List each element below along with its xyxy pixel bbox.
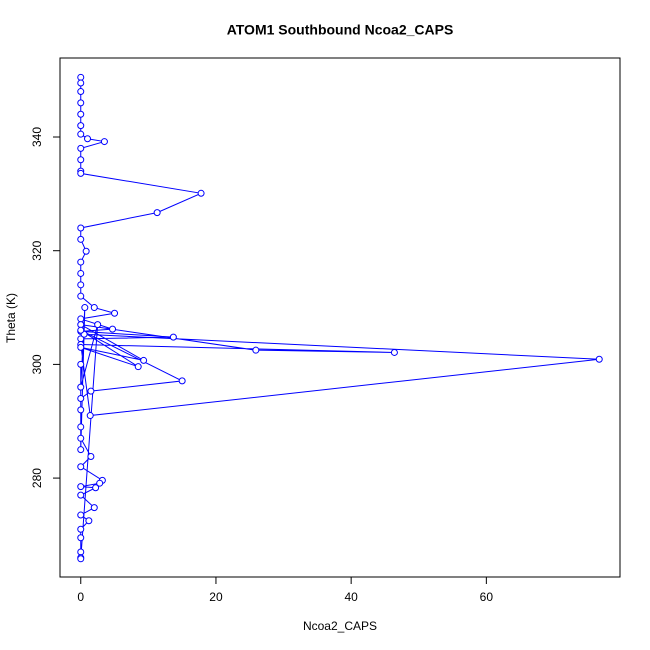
data-point — [77, 446, 85, 454]
data-point — [90, 504, 98, 512]
data-point — [94, 321, 102, 329]
data-point — [77, 406, 85, 414]
data-point — [77, 130, 85, 138]
data-point — [77, 525, 85, 533]
data-point — [178, 377, 186, 385]
y-tick-label: 280 — [30, 468, 44, 488]
data-point — [77, 321, 85, 329]
data-point — [77, 383, 85, 391]
data-point — [87, 452, 95, 460]
data-point — [77, 343, 85, 351]
x-axis-label: Ncoa2_CAPS — [303, 619, 377, 633]
x-tick-label: 60 — [480, 590, 494, 604]
y-tick-label: 320 — [30, 240, 44, 260]
y-axis-label: Theta (K) — [4, 293, 18, 343]
data-point — [77, 463, 85, 471]
data-point — [81, 304, 89, 312]
data-point — [169, 333, 177, 341]
data-point — [77, 258, 85, 266]
data-point — [77, 144, 85, 152]
data-point — [77, 434, 85, 442]
data-point — [77, 169, 85, 177]
data-point — [140, 356, 148, 364]
data-point — [77, 326, 85, 334]
data-point — [77, 224, 85, 232]
data-point — [100, 138, 108, 146]
data-point — [153, 209, 161, 217]
data-point — [77, 395, 85, 403]
data-point — [77, 548, 85, 556]
data-point — [252, 346, 260, 354]
data-point — [77, 534, 85, 542]
plot-box — [59, 57, 621, 578]
data-point — [77, 269, 85, 277]
data-point — [77, 423, 85, 431]
data-point — [77, 235, 85, 243]
data-point — [109, 325, 117, 333]
data-point — [84, 135, 92, 143]
data-point — [134, 363, 142, 371]
data-point — [85, 517, 93, 525]
x-tick-label: 40 — [344, 590, 358, 604]
data-point — [77, 110, 85, 118]
data-point — [87, 387, 95, 395]
data-point — [90, 304, 98, 312]
data-point — [77, 555, 85, 563]
data-point — [77, 99, 85, 107]
data-point — [197, 189, 205, 197]
data-point — [96, 479, 104, 487]
data-point — [77, 73, 85, 81]
data-point — [92, 484, 100, 492]
y-tick-label: 340 — [30, 127, 44, 147]
data-point — [77, 156, 85, 164]
data-point — [77, 511, 85, 519]
data-point — [77, 88, 85, 96]
data-point — [390, 348, 398, 356]
data-point — [77, 292, 85, 300]
data-point — [111, 309, 119, 317]
data-point — [86, 412, 94, 420]
data-point — [77, 360, 85, 368]
data-point — [77, 483, 85, 491]
data-line — [79, 77, 600, 559]
data-point — [82, 247, 90, 255]
data-point — [77, 281, 85, 289]
data-point — [77, 122, 85, 130]
chart-title: ATOM1 Southbound Ncoa2_CAPS — [227, 22, 454, 38]
data-point — [77, 315, 85, 323]
data-point — [77, 79, 85, 87]
data-point — [77, 491, 85, 499]
data-point — [595, 355, 603, 363]
x-tick-label: 0 — [77, 590, 84, 604]
y-tick-label: 300 — [30, 354, 44, 374]
x-tick-label: 20 — [209, 590, 223, 604]
